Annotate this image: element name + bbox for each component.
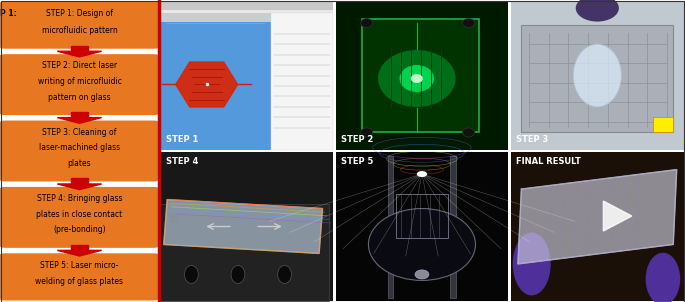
Text: STEP 3:: STEP 3: — [0, 128, 1, 137]
FancyBboxPatch shape — [0, 187, 160, 248]
Ellipse shape — [361, 128, 373, 137]
Text: writing of microfluidic: writing of microfluidic — [38, 77, 121, 86]
Text: plates: plates — [68, 159, 91, 168]
Ellipse shape — [416, 171, 427, 177]
Polygon shape — [603, 201, 632, 231]
Ellipse shape — [378, 50, 456, 107]
Bar — [336, 152, 508, 301]
Polygon shape — [164, 200, 323, 253]
Text: welding of glass plates: welding of glass plates — [36, 277, 123, 286]
Polygon shape — [71, 178, 88, 184]
Ellipse shape — [277, 265, 292, 283]
Ellipse shape — [411, 74, 423, 83]
Bar — [160, 204, 329, 301]
Bar — [451, 156, 456, 298]
Polygon shape — [58, 117, 101, 123]
Polygon shape — [58, 51, 101, 57]
Text: STEP 1:: STEP 1: — [0, 9, 16, 18]
Polygon shape — [71, 46, 88, 51]
Bar — [396, 194, 448, 239]
Text: pattern on glass: pattern on glass — [48, 93, 111, 102]
Bar — [511, 1, 684, 150]
Text: STEP 5: STEP 5 — [341, 157, 373, 166]
Text: (pre-bonding): (pre-bonding) — [53, 225, 105, 234]
Bar — [653, 117, 673, 132]
Ellipse shape — [573, 44, 621, 107]
Text: plates in close contact: plates in close contact — [36, 210, 123, 219]
Ellipse shape — [369, 208, 475, 281]
Ellipse shape — [513, 233, 551, 295]
Ellipse shape — [575, 0, 619, 21]
Text: STEP 3: Cleaning of: STEP 3: Cleaning of — [42, 128, 116, 137]
Ellipse shape — [399, 65, 434, 92]
Bar — [160, 1, 333, 10]
FancyBboxPatch shape — [0, 120, 160, 182]
Polygon shape — [176, 62, 238, 107]
Ellipse shape — [184, 265, 198, 283]
FancyBboxPatch shape — [0, 54, 160, 115]
Ellipse shape — [415, 270, 429, 279]
Polygon shape — [58, 250, 101, 256]
Ellipse shape — [646, 253, 680, 302]
Polygon shape — [71, 245, 88, 250]
Polygon shape — [71, 112, 88, 117]
Text: STEP 2: STEP 2 — [341, 135, 373, 144]
Ellipse shape — [462, 19, 475, 27]
Text: STEP 2: Direct laser: STEP 2: Direct laser — [42, 61, 117, 70]
Bar — [336, 1, 508, 150]
Text: microfluidic pattern: microfluidic pattern — [42, 26, 117, 34]
Bar — [336, 1, 508, 150]
Text: BALM
THOR: BALM THOR — [169, 214, 179, 223]
Polygon shape — [58, 184, 101, 190]
Ellipse shape — [231, 265, 245, 283]
Text: STEP 5: Laser micro-: STEP 5: Laser micro- — [40, 261, 119, 270]
Text: FINAL RESULT: FINAL RESULT — [516, 157, 582, 166]
Text: STEP 1: Design of: STEP 1: Design of — [46, 9, 113, 18]
Polygon shape — [518, 170, 677, 264]
Ellipse shape — [462, 128, 475, 137]
Text: STEP 3: STEP 3 — [516, 135, 549, 144]
Bar — [388, 156, 393, 298]
FancyBboxPatch shape — [0, 253, 160, 300]
Ellipse shape — [361, 19, 373, 27]
Bar — [160, 13, 271, 21]
Text: STEP 4: STEP 4 — [166, 157, 198, 166]
Bar — [160, 1, 333, 150]
Bar — [511, 152, 684, 301]
Text: STEP 4: Bringing glass: STEP 4: Bringing glass — [37, 194, 122, 203]
Bar — [160, 13, 271, 150]
Bar — [511, 152, 684, 301]
Text: STEP 1: STEP 1 — [166, 135, 198, 144]
Text: laser-machined glass: laser-machined glass — [39, 143, 120, 153]
Bar — [160, 152, 333, 301]
Bar — [271, 13, 333, 150]
Bar — [362, 19, 479, 132]
FancyBboxPatch shape — [0, 2, 160, 49]
Bar — [521, 24, 673, 132]
